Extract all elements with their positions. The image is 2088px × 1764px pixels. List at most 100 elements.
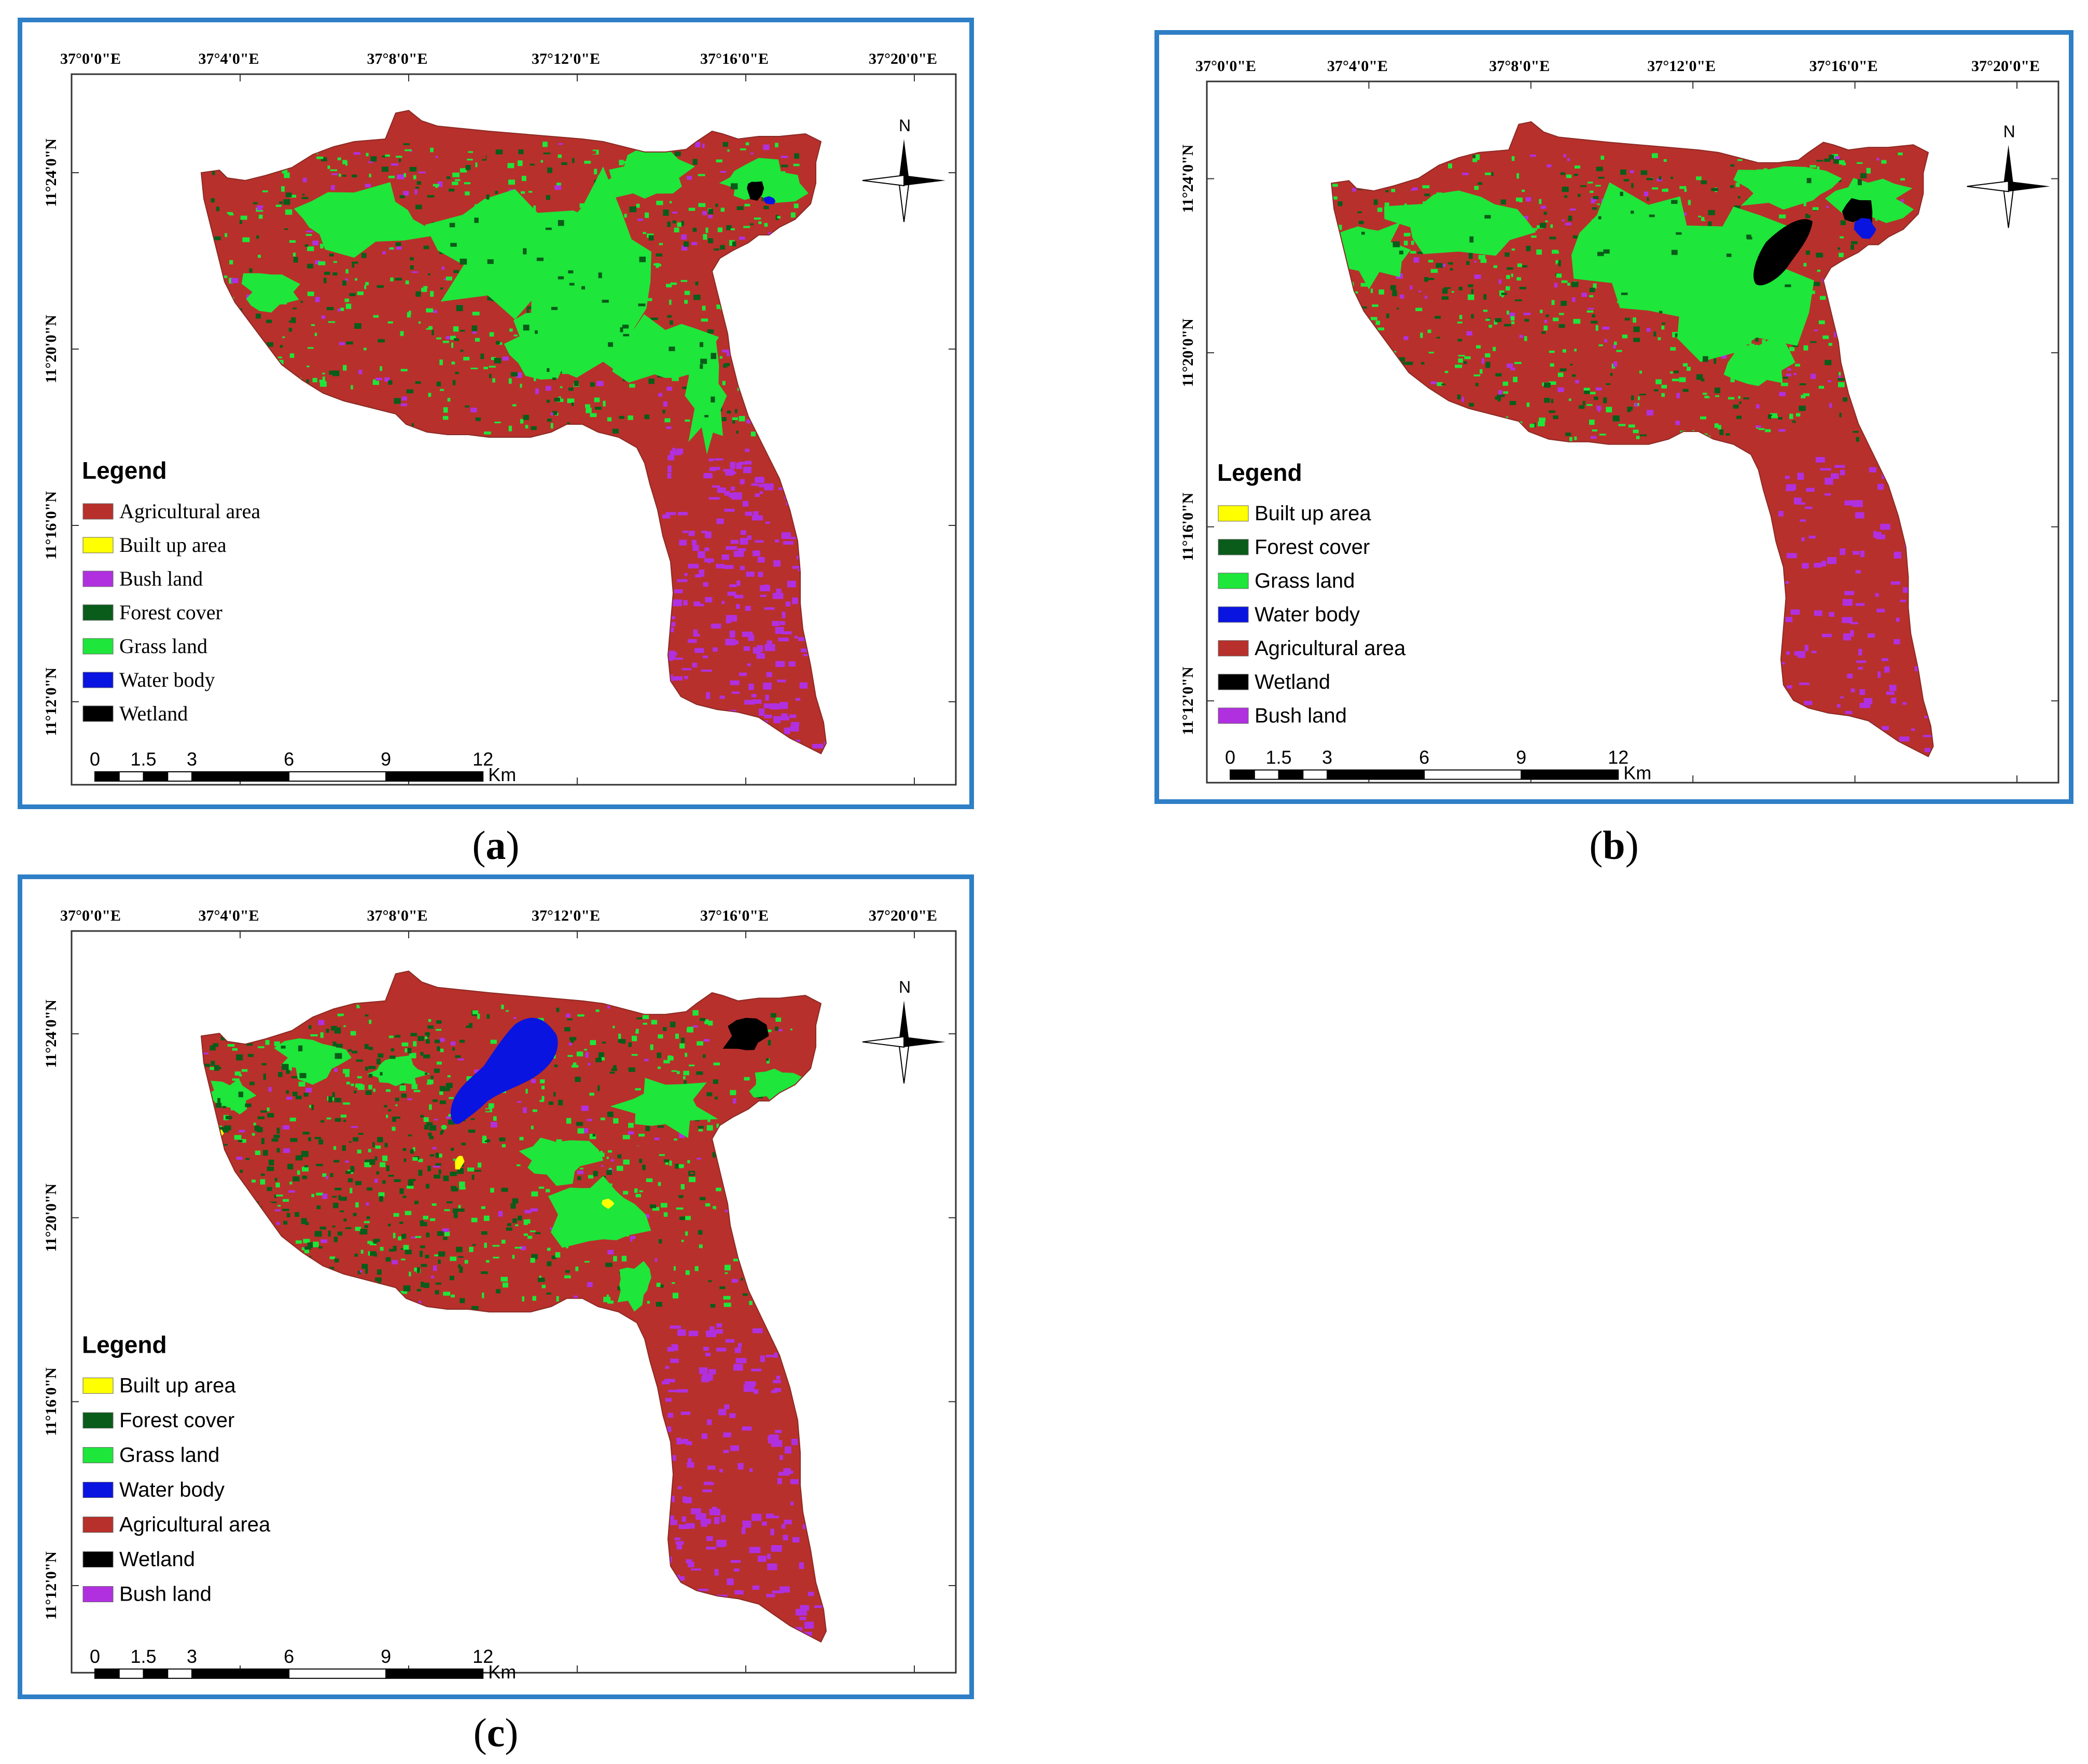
- mixed-pixel: [750, 432, 756, 437]
- mixed-pixel: [365, 1014, 369, 1017]
- mixed-pixel: [273, 232, 278, 238]
- bush-land-patch: [662, 1578, 672, 1584]
- forest-cover-patch: [449, 188, 455, 192]
- forest-cover-patch: [342, 280, 346, 286]
- mixed-pixel: [1474, 274, 1481, 279]
- forest-cover-patch: [1864, 284, 1869, 289]
- bush-land-patch: [745, 511, 753, 516]
- legend-label: Water body: [119, 668, 215, 691]
- bush-land-patch: [676, 1594, 683, 1597]
- mixed-pixel: [1472, 158, 1478, 162]
- bush-land-patch: [790, 537, 796, 539]
- mixed-pixel: [1508, 432, 1514, 437]
- legend-label: Grass land: [119, 634, 207, 658]
- mixed-pixel: [1382, 390, 1388, 395]
- mixed-pixel: [365, 1296, 369, 1300]
- mixed-pixel: [1631, 410, 1633, 414]
- mixed-pixel: [286, 1268, 291, 1273]
- lon-label: 37°0'0"E: [60, 907, 121, 924]
- mixed-pixel: [1695, 202, 1698, 207]
- mixed-pixel: [635, 1088, 641, 1091]
- bush-land-patch: [665, 1557, 672, 1563]
- bush-land-patch: [688, 639, 697, 643]
- mixed-pixel: [427, 195, 435, 198]
- mixed-pixel: [735, 289, 737, 294]
- mixed-pixel: [239, 387, 244, 393]
- bush-land-patch: [678, 511, 688, 516]
- bush-land-patch: [1848, 724, 1853, 727]
- forest-cover-patch: [238, 1091, 244, 1098]
- mixed-pixel: [546, 1189, 550, 1192]
- forest-cover-patch: [319, 1226, 326, 1230]
- mixed-pixel: [224, 1127, 228, 1131]
- north-arrow-icon: [862, 1000, 945, 1084]
- bush-land-patch: [816, 1546, 826, 1550]
- lon-label: 37°20'0"E: [869, 907, 937, 924]
- bush-land-patch: [677, 579, 688, 582]
- mixed-pixel: [240, 1267, 247, 1271]
- mixed-pixel: [1622, 335, 1628, 339]
- mixed-pixel: [778, 294, 786, 300]
- mixed-pixel: [1862, 300, 1867, 303]
- bush-land-patch: [667, 455, 675, 461]
- mixed-pixel: [1639, 434, 1647, 437]
- bush-land-patch: [670, 1520, 678, 1525]
- mixed-pixel: [464, 1020, 469, 1026]
- bush-land-patch: [1816, 729, 1827, 735]
- bush-land-patch: [799, 682, 808, 689]
- mixed-pixel: [1444, 287, 1451, 289]
- bush-land-patch: [742, 1520, 751, 1528]
- mixed-pixel: [433, 308, 438, 313]
- mixed-pixel: [1880, 334, 1883, 339]
- mixed-pixel: [685, 1231, 688, 1236]
- mixed-pixel: [743, 226, 750, 228]
- forest-cover-patch: [247, 1053, 254, 1057]
- mixed-pixel: [564, 1275, 571, 1279]
- mixed-pixel: [1403, 336, 1409, 340]
- mixed-pixel: [1417, 381, 1420, 384]
- bush-land-patch: [824, 705, 826, 711]
- mixed-pixel: [378, 1192, 385, 1197]
- forest-cover-patch: [261, 1063, 267, 1065]
- mixed-pixel: [489, 373, 492, 379]
- mixed-pixel: [312, 240, 319, 246]
- bush-land-patch: [724, 1404, 730, 1410]
- forest-cover-patch: [392, 1116, 396, 1122]
- bush-land-patch: [1778, 511, 1784, 517]
- forest-cover-patch: [204, 1063, 211, 1067]
- bush-land-patch: [734, 1347, 741, 1353]
- mixed-pixel: [481, 1231, 488, 1235]
- mixed-pixel: [1410, 285, 1413, 290]
- mixed-pixel: [1526, 402, 1530, 407]
- mixed-pixel: [252, 337, 256, 341]
- mixed-pixel: [733, 1279, 739, 1282]
- forest-cover-patch: [217, 1098, 220, 1103]
- mixed-pixel: [471, 1305, 479, 1310]
- mixed-pixel: [289, 1023, 294, 1027]
- mixed-pixel: [588, 1175, 594, 1179]
- caption-c: (c): [473, 1710, 519, 1755]
- mixed-pixel: [1789, 413, 1793, 419]
- forest-cover-patch: [238, 1140, 243, 1143]
- mixed-pixel: [681, 245, 688, 251]
- mixed-pixel: [736, 430, 739, 434]
- forest-cover-patch: [332, 1092, 335, 1098]
- mixed-pixel: [1682, 363, 1688, 367]
- mixed-pixel: [787, 1175, 790, 1178]
- legend-label: Wetland: [119, 702, 188, 725]
- mixed-pixel: [566, 1118, 572, 1124]
- bush-land-patch: [728, 747, 735, 751]
- mixed-pixel: [216, 1168, 220, 1173]
- bush-land-patch: [773, 716, 781, 724]
- bush-land-patch: [1863, 721, 1868, 729]
- mixed-pixel: [444, 1088, 450, 1091]
- mixed-pixel: [505, 336, 511, 341]
- mixed-pixel: [204, 1191, 208, 1193]
- bush-land-patch: [803, 613, 812, 618]
- bush-land-patch: [1827, 557, 1837, 564]
- mixed-pixel: [289, 419, 294, 424]
- mixed-pixel: [523, 1233, 528, 1236]
- bush-land-patch: [731, 691, 740, 694]
- mixed-pixel: [1737, 196, 1741, 199]
- mixed-pixel: [536, 1087, 538, 1093]
